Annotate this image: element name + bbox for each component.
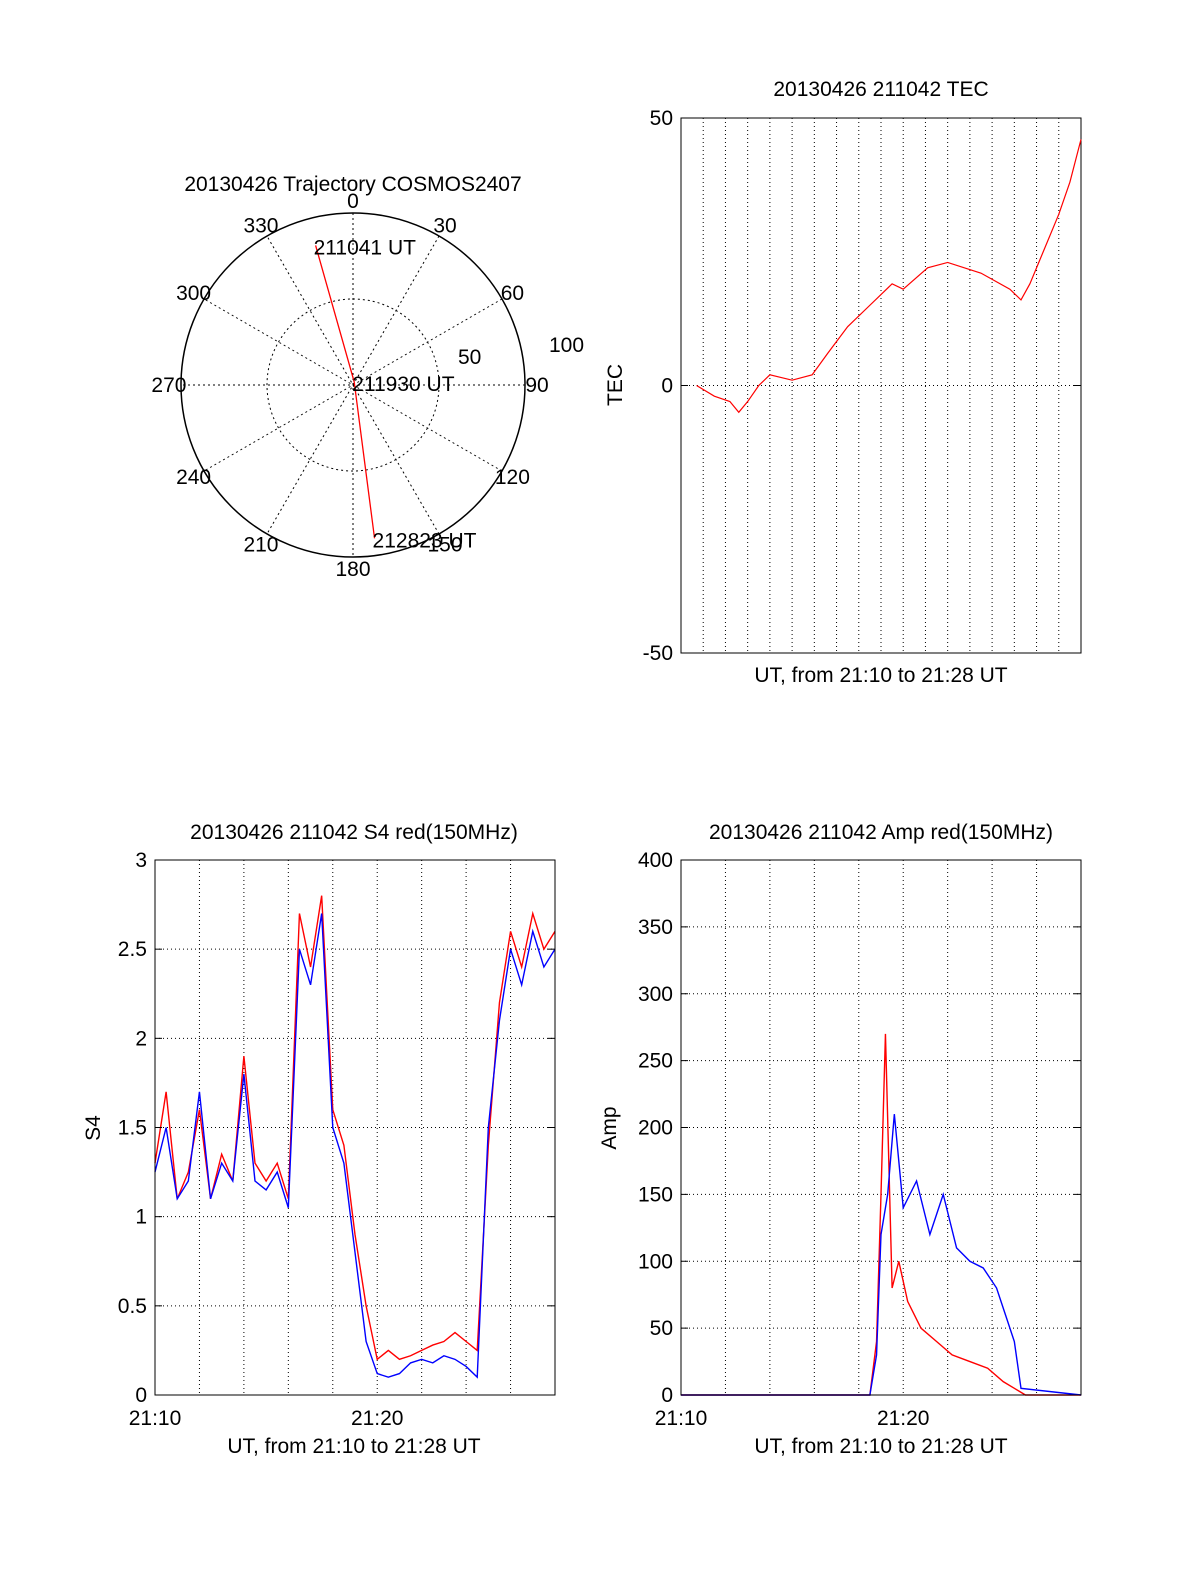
amp-ytick-label: 200: [638, 1117, 673, 1140]
s4-grid: [155, 860, 555, 1395]
s4-title: 20130426 211042 S4 red(150MHz): [190, 821, 518, 844]
polar-angle-label-0: 0: [347, 190, 359, 213]
amp-ytick-label: 300: [638, 983, 673, 1006]
radial-tick-label-50: 50: [458, 346, 481, 369]
amp-xtick-label: 21:10: [655, 1407, 708, 1430]
s4-x-ticks: 21:10 21:20: [129, 1407, 404, 1430]
polar-angle-label-30: 30: [433, 215, 456, 238]
polar-angle-label-180: 180: [335, 558, 370, 581]
polar-angle-label-120: 120: [495, 466, 530, 489]
amp-xtick-label: 21:20: [877, 1407, 930, 1430]
radial-tick-label-100: 100: [549, 334, 584, 357]
polar-angle-label-210: 210: [243, 533, 278, 556]
amp-ytick-label: 250: [638, 1050, 673, 1073]
amp-y-axis-label: Amp: [598, 1106, 621, 1149]
tec-title: 20130426 211042 TEC: [773, 78, 988, 101]
amp-ytick-label: 50: [650, 1317, 673, 1340]
s4-series: [154, 895, 556, 1379]
amp-series-red-line: [681, 1033, 1081, 1396]
s4-x-axis-label: UT, from 21:10 to 21:28 UT: [227, 1435, 480, 1458]
s4-ytick-label: 3: [135, 849, 147, 872]
tec-series-line: [696, 139, 1082, 414]
amp-grid: [681, 860, 1081, 1395]
tec-grid: [681, 118, 1081, 653]
polar-spoke-150: [266, 235, 440, 535]
s4-xtick-label: 21:10: [129, 1407, 182, 1430]
amp-ytick-label: 400: [638, 849, 673, 872]
trajectory-line: [314, 245, 376, 539]
amp-ytick-label: 100: [638, 1250, 673, 1273]
amp-series-blue-line: [681, 1114, 1082, 1396]
tec-ytick-label: -50: [643, 642, 673, 665]
s4-y-axis-label: S4: [82, 1115, 105, 1141]
s4-series-red-line: [154, 895, 556, 1361]
s4-ytick-label: 2.5: [118, 938, 147, 961]
polar-angle-label-90: 90: [525, 374, 548, 397]
amp-panel: 20130426 211042 Amp red(150MHz) 0 50 100 15…: [598, 821, 1082, 1458]
polar-angle-label-270: 270: [151, 374, 186, 397]
trajectory-time-label: 212823 UT: [373, 529, 477, 552]
amp-title: 20130426 211042 Amp red(150MHz): [709, 821, 1053, 844]
amp-x-axis-label: UT, from 21:10 to 21:28 UT: [754, 1435, 1007, 1458]
s4-panel: 20130426 211042 S4 red(150MHz) 0 0.5 1 1.5 2…: [82, 821, 556, 1458]
polar-angle-label-330: 330: [243, 215, 278, 238]
amp-ytick-label: 0: [661, 1384, 673, 1407]
tec-x-axis-label: UT, from 21:10 to 21:28 UT: [754, 664, 1007, 687]
s4-ytick-label: 1: [135, 1206, 147, 1229]
tec-y-ticks: -50 0 50: [643, 107, 1081, 665]
amp-ytick-label: 150: [638, 1183, 673, 1206]
s4-ytick-label: 2: [135, 1027, 147, 1050]
amp-x-ticks: 21:10 21:20: [655, 1407, 930, 1430]
s4-y-ticks: 0 0.5 1 1.5 2 2.5 3: [118, 849, 555, 1407]
trajectory-time-label: 211041 UT: [314, 236, 417, 259]
polar-angle-label-240: 240: [176, 466, 211, 489]
s4-series-blue-line: [154, 913, 556, 1379]
polar-angle-label-150: 150: [427, 533, 462, 556]
tec-panel: 20130426 211042 TEC -50 0 50 TEC UT, from …: [604, 78, 1082, 687]
trajectory-panel: 20130426 Trajectory COSMOS2407 0 30 60 90 12…: [151, 173, 584, 581]
trajectory-annotations: 211041 UT 211930 UT 212823 UT: [314, 236, 477, 552]
trajectory-time-label: 211930 UT: [352, 373, 455, 396]
trajectory-title: 20130426 Trajectory COSMOS2407: [184, 173, 521, 196]
polar-angle-labels: 0 30 60 90 120 150 180 210 240 270 300 330: [151, 190, 548, 581]
polar-angle-label-60: 60: [501, 282, 524, 305]
tec-y-axis-label: TEC: [604, 364, 627, 406]
tec-ytick-label: 0: [661, 375, 673, 398]
s4-ytick-label: 0.5: [118, 1295, 147, 1318]
amp-ytick-label: 350: [638, 916, 673, 939]
s4-ytick-label: 1.5: [118, 1117, 147, 1140]
s4-ytick-label: 0: [135, 1384, 147, 1407]
amp-series: [681, 1033, 1082, 1396]
polar-angle-label-300: 300: [176, 282, 211, 305]
s4-xtick-label: 21:20: [351, 1407, 404, 1430]
polar-spokes: [181, 213, 525, 557]
tec-ytick-label: 50: [650, 107, 673, 130]
amp-y-ticks: 0 50 100 150 200 250 300 350 400: [638, 849, 1081, 1407]
